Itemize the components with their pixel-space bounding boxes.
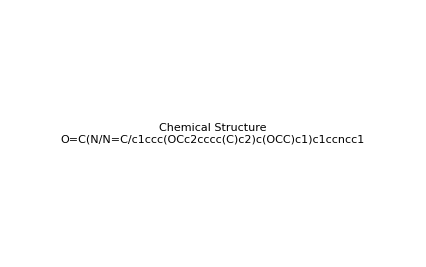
Text: Chemical Structure
O=C(N/N=C/c1ccc(OCc2cccc(C)c2)c(OCC)c1)c1ccncc1: Chemical Structure O=C(N/N=C/c1ccc(OCc2c… xyxy=(61,123,365,144)
